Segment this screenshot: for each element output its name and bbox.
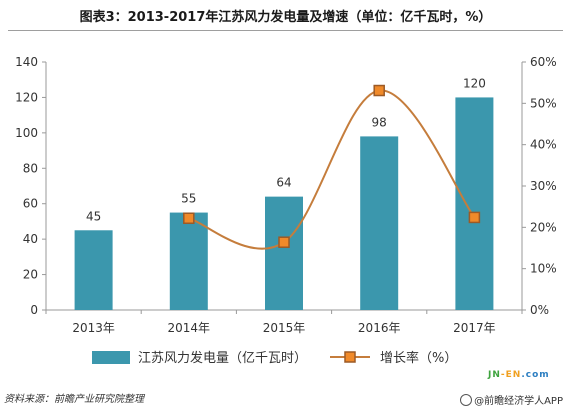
source-note: 资料来源：前瞻产业研究院整理 (4, 394, 144, 405)
bar-data-label: 120 (463, 76, 486, 90)
y-left-tick-label: 120 (15, 90, 38, 104)
bar (360, 136, 399, 310)
y-left-tick-label: 40 (23, 232, 38, 246)
bar (74, 230, 113, 310)
bar (169, 212, 208, 310)
bar (265, 196, 303, 310)
growth-rate-point (373, 84, 385, 97)
x-tick-label: 2014年 (168, 321, 211, 335)
bar-data-label: 45 (86, 209, 101, 223)
y-left-tick-label: 80 (23, 161, 38, 175)
credit-note: @前瞻经济学人APP (460, 392, 563, 407)
title-divider (8, 30, 563, 31)
y-right-tick-label: 60% (530, 55, 557, 69)
y-left-tick-label: 60 (23, 197, 38, 211)
growth-rate-point (278, 236, 290, 248)
legend-label-line: 增长率（%） (380, 350, 457, 366)
camera-icon (460, 394, 473, 406)
legend-swatch-marker (344, 351, 356, 363)
y-left-tick-label: 20 (23, 268, 38, 282)
y-left-tick-label: 140 (15, 55, 38, 69)
site-logo: JN-EN.com (488, 370, 550, 380)
x-tick-label: 2016年 (358, 321, 401, 335)
y-left-tick-label: 0 (30, 303, 38, 317)
y-right-tick-label: 40% (530, 138, 557, 152)
bar (455, 97, 494, 310)
y-left-tick-label: 100 (15, 126, 38, 140)
y-right-tick-label: 20% (530, 220, 557, 234)
bar-data-label: 55 (181, 192, 196, 206)
legend-swatch-bar (92, 351, 130, 364)
y-right-tick-label: 10% (530, 262, 557, 276)
x-tick-label: 2013年 (72, 321, 115, 335)
credit-text: @前瞻经济学人APP (474, 396, 563, 407)
y-right-tick-label: 30% (530, 179, 557, 193)
growth-rate-line (188, 89, 476, 250)
growth-rate-point (183, 212, 195, 224)
bar-data-label: 98 (372, 115, 387, 129)
x-tick-label: 2015年 (263, 321, 306, 335)
x-tick-label: 2017年 (453, 321, 496, 335)
y-right-tick-label: 0% (530, 303, 549, 317)
growth-rate-point (468, 211, 481, 224)
chart-title: 图表3：2013-2017年江苏风力发电量及增速（单位：亿千瓦时，%） (79, 10, 492, 25)
legend-label-bar: 江苏风力发电量（亿千瓦时） (138, 350, 307, 366)
bar-data-label: 64 (276, 176, 291, 190)
y-right-tick-label: 50% (530, 96, 557, 110)
